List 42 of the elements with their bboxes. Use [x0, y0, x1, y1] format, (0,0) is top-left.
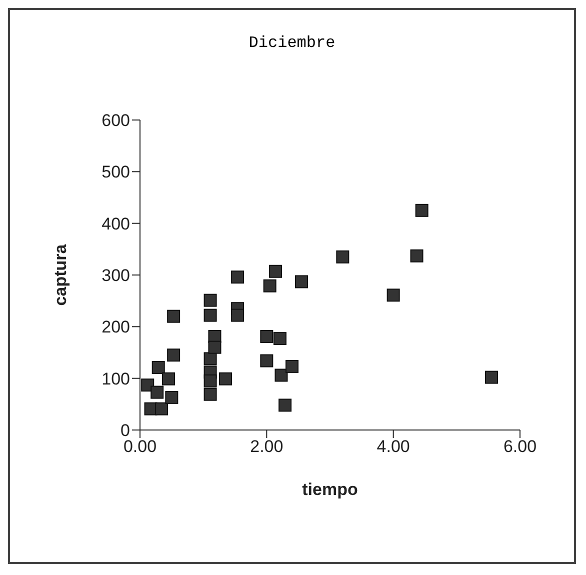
- point: [152, 360, 165, 374]
- point: [269, 264, 282, 278]
- point: [295, 275, 308, 288]
- x-axis-title: tiempo: [302, 480, 358, 499]
- point: [204, 294, 217, 307]
- y-tick-label: 500: [102, 162, 130, 182]
- y-tick-label: 600: [102, 111, 130, 130]
- x-tick-label: 4.00: [376, 437, 410, 456]
- y-tick-label: 100: [102, 369, 130, 388]
- point: [208, 340, 222, 354]
- chart-title: Diciembre: [248, 34, 336, 52]
- point: [219, 372, 232, 386]
- point: [263, 279, 276, 292]
- point: [150, 386, 164, 399]
- x-tick-label: 6.00: [503, 437, 537, 456]
- x-tick-label: 2.00: [250, 437, 284, 456]
- point: [155, 402, 168, 416]
- point: [415, 204, 428, 217]
- point: [336, 250, 350, 264]
- point: [204, 308, 217, 322]
- y-tick-label: 400: [102, 214, 130, 234]
- point: [165, 390, 178, 404]
- point: [231, 270, 244, 284]
- point: [410, 249, 424, 262]
- point: [204, 374, 217, 388]
- point: [273, 332, 286, 346]
- point: [260, 354, 274, 368]
- y-tick-label: 300: [102, 266, 130, 286]
- point: [386, 288, 400, 302]
- point: [286, 360, 298, 373]
- y-tick-label: 200: [102, 318, 130, 337]
- point: [162, 372, 175, 386]
- point: [231, 308, 244, 322]
- y-axis-title: captura: [51, 244, 70, 306]
- point: [274, 368, 288, 382]
- point: [485, 370, 498, 384]
- point: [260, 330, 274, 343]
- point: [204, 388, 217, 401]
- point: [167, 348, 180, 362]
- point: [204, 352, 217, 366]
- point: [167, 310, 180, 323]
- point: [278, 398, 292, 412]
